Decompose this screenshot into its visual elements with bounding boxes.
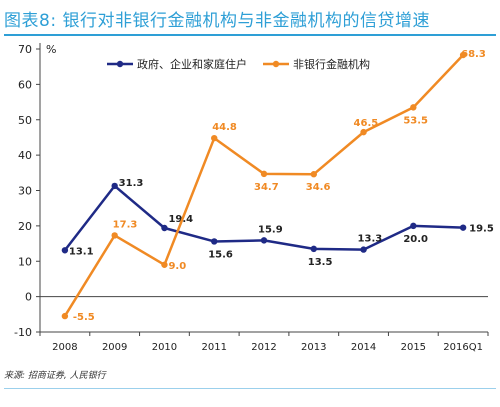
x-tick-label: 2008 <box>52 342 77 353</box>
data-point-0 <box>61 247 69 254</box>
data-label-0: 15.6 <box>208 249 233 260</box>
data-point-0 <box>260 237 268 244</box>
x-tick-label: 2010 <box>152 342 177 353</box>
y-tick-label: 60 <box>18 78 32 91</box>
data-point-1 <box>260 170 268 178</box>
data-label-1: 34.6 <box>306 182 331 193</box>
data-point-1 <box>211 134 218 142</box>
data-point-1 <box>459 51 467 59</box>
data-label-1: -5.5 <box>73 312 95 323</box>
data-point-0 <box>211 238 218 245</box>
data-point-0 <box>459 224 467 231</box>
data-point-1 <box>111 232 118 239</box>
data-point-0 <box>360 246 367 253</box>
data-label-0: 13.1 <box>69 246 94 257</box>
data-point-0 <box>111 182 118 190</box>
y-tick-label: 70 <box>18 43 32 56</box>
x-tick-label: 2016Q1 <box>443 342 483 353</box>
y-unit-label: % <box>46 43 56 56</box>
data-label-1: 68.3 <box>461 49 486 60</box>
data-point-1 <box>161 261 168 268</box>
y-tick-label: 30 <box>18 185 32 198</box>
y-tick-label: 50 <box>18 114 32 127</box>
legend-label-0: 政府、企业和家庭住户 <box>137 57 247 71</box>
data-label-0: 13.5 <box>308 257 333 268</box>
data-label-1: 44.8 <box>212 122 237 133</box>
x-tick-label: 2013 <box>301 342 326 353</box>
data-label-0: 15.9 <box>258 224 283 235</box>
data-point-0 <box>310 245 317 253</box>
x-tick-label: 2011 <box>201 342 226 353</box>
y-tick-label: 10 <box>18 255 32 268</box>
data-label-1: 34.7 <box>254 182 279 193</box>
y-tick-label: 40 <box>18 149 32 162</box>
x-tick-label: 2012 <box>251 342 276 353</box>
data-point-1 <box>61 312 69 320</box>
data-label-1: 9.0 <box>168 261 186 272</box>
y-tick-label: 0 <box>25 291 32 304</box>
y-tick-label: 20 <box>18 220 32 233</box>
data-label-0: 13.3 <box>358 234 383 245</box>
data-label-1: 17.3 <box>113 219 138 230</box>
data-label-0: 19.5 <box>469 224 494 235</box>
legend-label-1: 非银行金融机构 <box>293 57 370 71</box>
data-point-1 <box>360 128 367 136</box>
bottom-divider <box>4 388 496 389</box>
data-label-0: 20.0 <box>403 234 428 245</box>
data-point-0 <box>161 224 168 232</box>
chart-title: 图表8: 银行对非银行金融机构与非金融机构的信贷增速 <box>4 11 430 31</box>
data-label-1: 46.5 <box>354 118 379 129</box>
x-tick-label: 2015 <box>401 342 426 353</box>
y-tick-label: -10 <box>14 326 32 339</box>
legend-marker-1 <box>272 60 280 68</box>
data-label-0: 31.3 <box>119 178 144 189</box>
data-label-0: 19.4 <box>168 214 193 225</box>
data-point-1 <box>410 104 417 111</box>
x-tick-label: 2009 <box>102 342 127 353</box>
data-point-1 <box>310 171 317 178</box>
x-tick-label: 2014 <box>351 342 376 353</box>
source-note: 来源: 招商证券, 人民银行 <box>4 371 106 381</box>
data-point-0 <box>410 222 417 230</box>
legend-marker-0 <box>116 60 124 68</box>
title-divider <box>4 34 496 36</box>
data-label-1: 53.5 <box>403 115 428 126</box>
